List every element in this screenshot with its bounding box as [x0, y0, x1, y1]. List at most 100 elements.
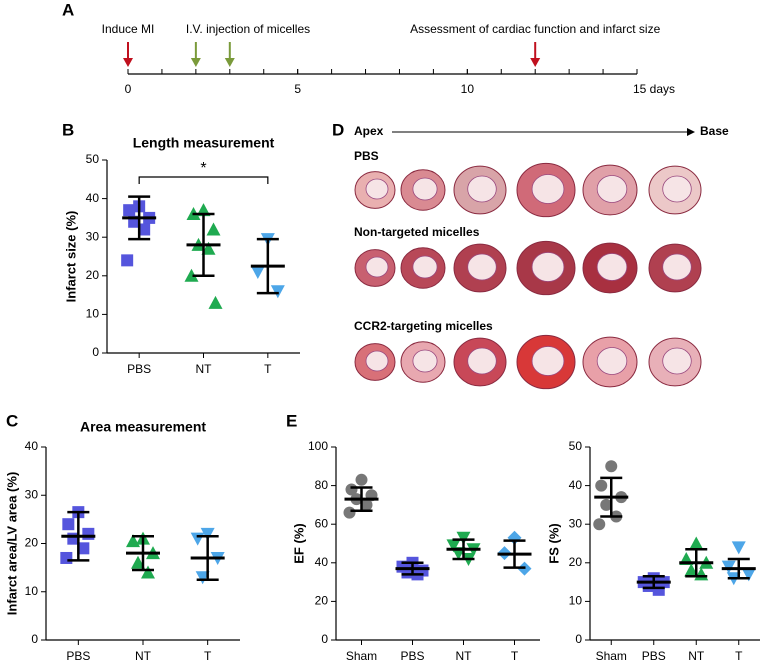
- point: [121, 254, 134, 267]
- point: [731, 541, 746, 555]
- x-tick-label: PBS: [66, 649, 90, 661]
- x-tick-label: NT: [688, 649, 705, 661]
- x-tick-label: PBS: [127, 362, 151, 376]
- y-tick-label: 20: [569, 555, 583, 569]
- apex-label: Apex: [354, 124, 384, 138]
- y-tick-label: 20: [315, 594, 329, 608]
- panel-letter: E: [286, 411, 297, 430]
- event-arrowhead: [530, 58, 541, 67]
- y-tick-label: 50: [86, 152, 100, 166]
- significance-bracket: [138, 176, 269, 184]
- heart-lumen: [662, 175, 692, 203]
- base-label: Base: [700, 124, 729, 138]
- event-label: Induce MI: [102, 22, 155, 36]
- panel-letter: A: [62, 0, 74, 19]
- y-tick-label: 80: [315, 478, 329, 492]
- point: [60, 551, 73, 564]
- x-tick-label: T: [204, 649, 212, 661]
- y-tick-label: 50: [569, 439, 583, 453]
- y-tick-label: 0: [321, 632, 328, 646]
- point: [201, 241, 216, 255]
- point: [190, 532, 205, 546]
- y-tick-label: 40: [569, 478, 583, 492]
- event-label: Assessment of cardiac function and infar…: [410, 22, 660, 36]
- point: [184, 268, 199, 282]
- x-tick-label: T: [264, 362, 272, 376]
- y-tick-label: 30: [569, 516, 583, 530]
- event-arrowhead: [224, 58, 235, 67]
- y-tick-label: 60: [315, 516, 329, 530]
- heart-lumen: [662, 347, 692, 375]
- heart-lumen: [467, 253, 497, 281]
- heart-lumen: [596, 175, 628, 203]
- x-tick-label: PBS: [400, 649, 424, 661]
- y-tick-label: 30: [25, 487, 39, 501]
- heart-lumen: [467, 347, 497, 375]
- significance-label: *: [200, 160, 206, 177]
- y-tick-label: 30: [86, 229, 100, 243]
- point: [77, 542, 90, 555]
- y-tick-label: 10: [86, 307, 100, 321]
- heart-lumen: [596, 347, 628, 375]
- point: [200, 527, 215, 541]
- y-tick-label: 0: [92, 345, 99, 359]
- heart-lumen: [412, 177, 438, 201]
- event-label: I.V. injection of micelles: [186, 22, 310, 36]
- point: [360, 498, 373, 511]
- chart-title: Length measurement: [133, 135, 275, 151]
- y-axis-label: EF (%): [291, 523, 306, 563]
- y-tick-label: 40: [315, 555, 329, 569]
- chart-title: Area measurement: [80, 419, 206, 435]
- heart-lumen: [531, 174, 565, 204]
- point: [355, 473, 368, 486]
- y-axis-label: FS (%): [546, 523, 561, 563]
- point: [126, 534, 140, 548]
- y-tick-label: 100: [308, 439, 328, 453]
- point: [62, 518, 75, 531]
- heart-lumen: [531, 346, 565, 376]
- point: [343, 506, 356, 519]
- point: [741, 568, 756, 582]
- x-tick-label: Sham: [596, 649, 627, 661]
- heart-lumen: [365, 350, 389, 372]
- event-arrowhead: [123, 58, 133, 67]
- heart-lumen: [365, 256, 389, 278]
- point: [689, 536, 704, 550]
- heart-lumen: [412, 255, 438, 279]
- point: [270, 285, 285, 299]
- y-tick-label: 0: [31, 632, 38, 646]
- heart-lumen: [412, 349, 438, 373]
- x-tick-label: NT: [196, 362, 213, 376]
- point: [595, 479, 608, 492]
- point: [208, 295, 223, 309]
- panel-letter: D: [332, 120, 344, 139]
- point: [138, 223, 151, 236]
- y-tick-label: 0: [575, 632, 582, 646]
- timeline-tick-label: 0: [125, 82, 132, 96]
- point: [446, 539, 461, 553]
- point: [123, 204, 136, 217]
- timeline-tick-label: 15 days: [633, 82, 675, 96]
- point: [206, 222, 221, 236]
- x-tick-label: PBS: [642, 649, 666, 661]
- x-tick-label: T: [735, 649, 743, 661]
- heart-lumen: [662, 253, 692, 281]
- x-tick-label: NT: [456, 649, 473, 661]
- y-tick-label: 20: [25, 536, 39, 550]
- y-axis-label: Infarct area/LV area (%): [4, 472, 19, 616]
- point: [605, 460, 618, 473]
- y-tick-label: 20: [86, 268, 100, 282]
- y-tick-label: 40: [25, 439, 39, 453]
- panel-letter: B: [62, 120, 74, 139]
- point: [250, 265, 265, 279]
- point: [141, 565, 155, 579]
- timeline-tick-label: 5: [294, 82, 301, 96]
- heart-lumen: [531, 252, 565, 282]
- y-axis-label: Infarct size (%): [63, 211, 78, 303]
- row-label: CCR2-targeting micelles: [354, 319, 493, 333]
- x-tick-label: NT: [135, 649, 152, 661]
- timeline-tick-label: 10: [461, 82, 475, 96]
- point: [131, 555, 145, 569]
- x-tick-label: Sham: [346, 649, 377, 661]
- y-tick-label: 10: [569, 594, 583, 608]
